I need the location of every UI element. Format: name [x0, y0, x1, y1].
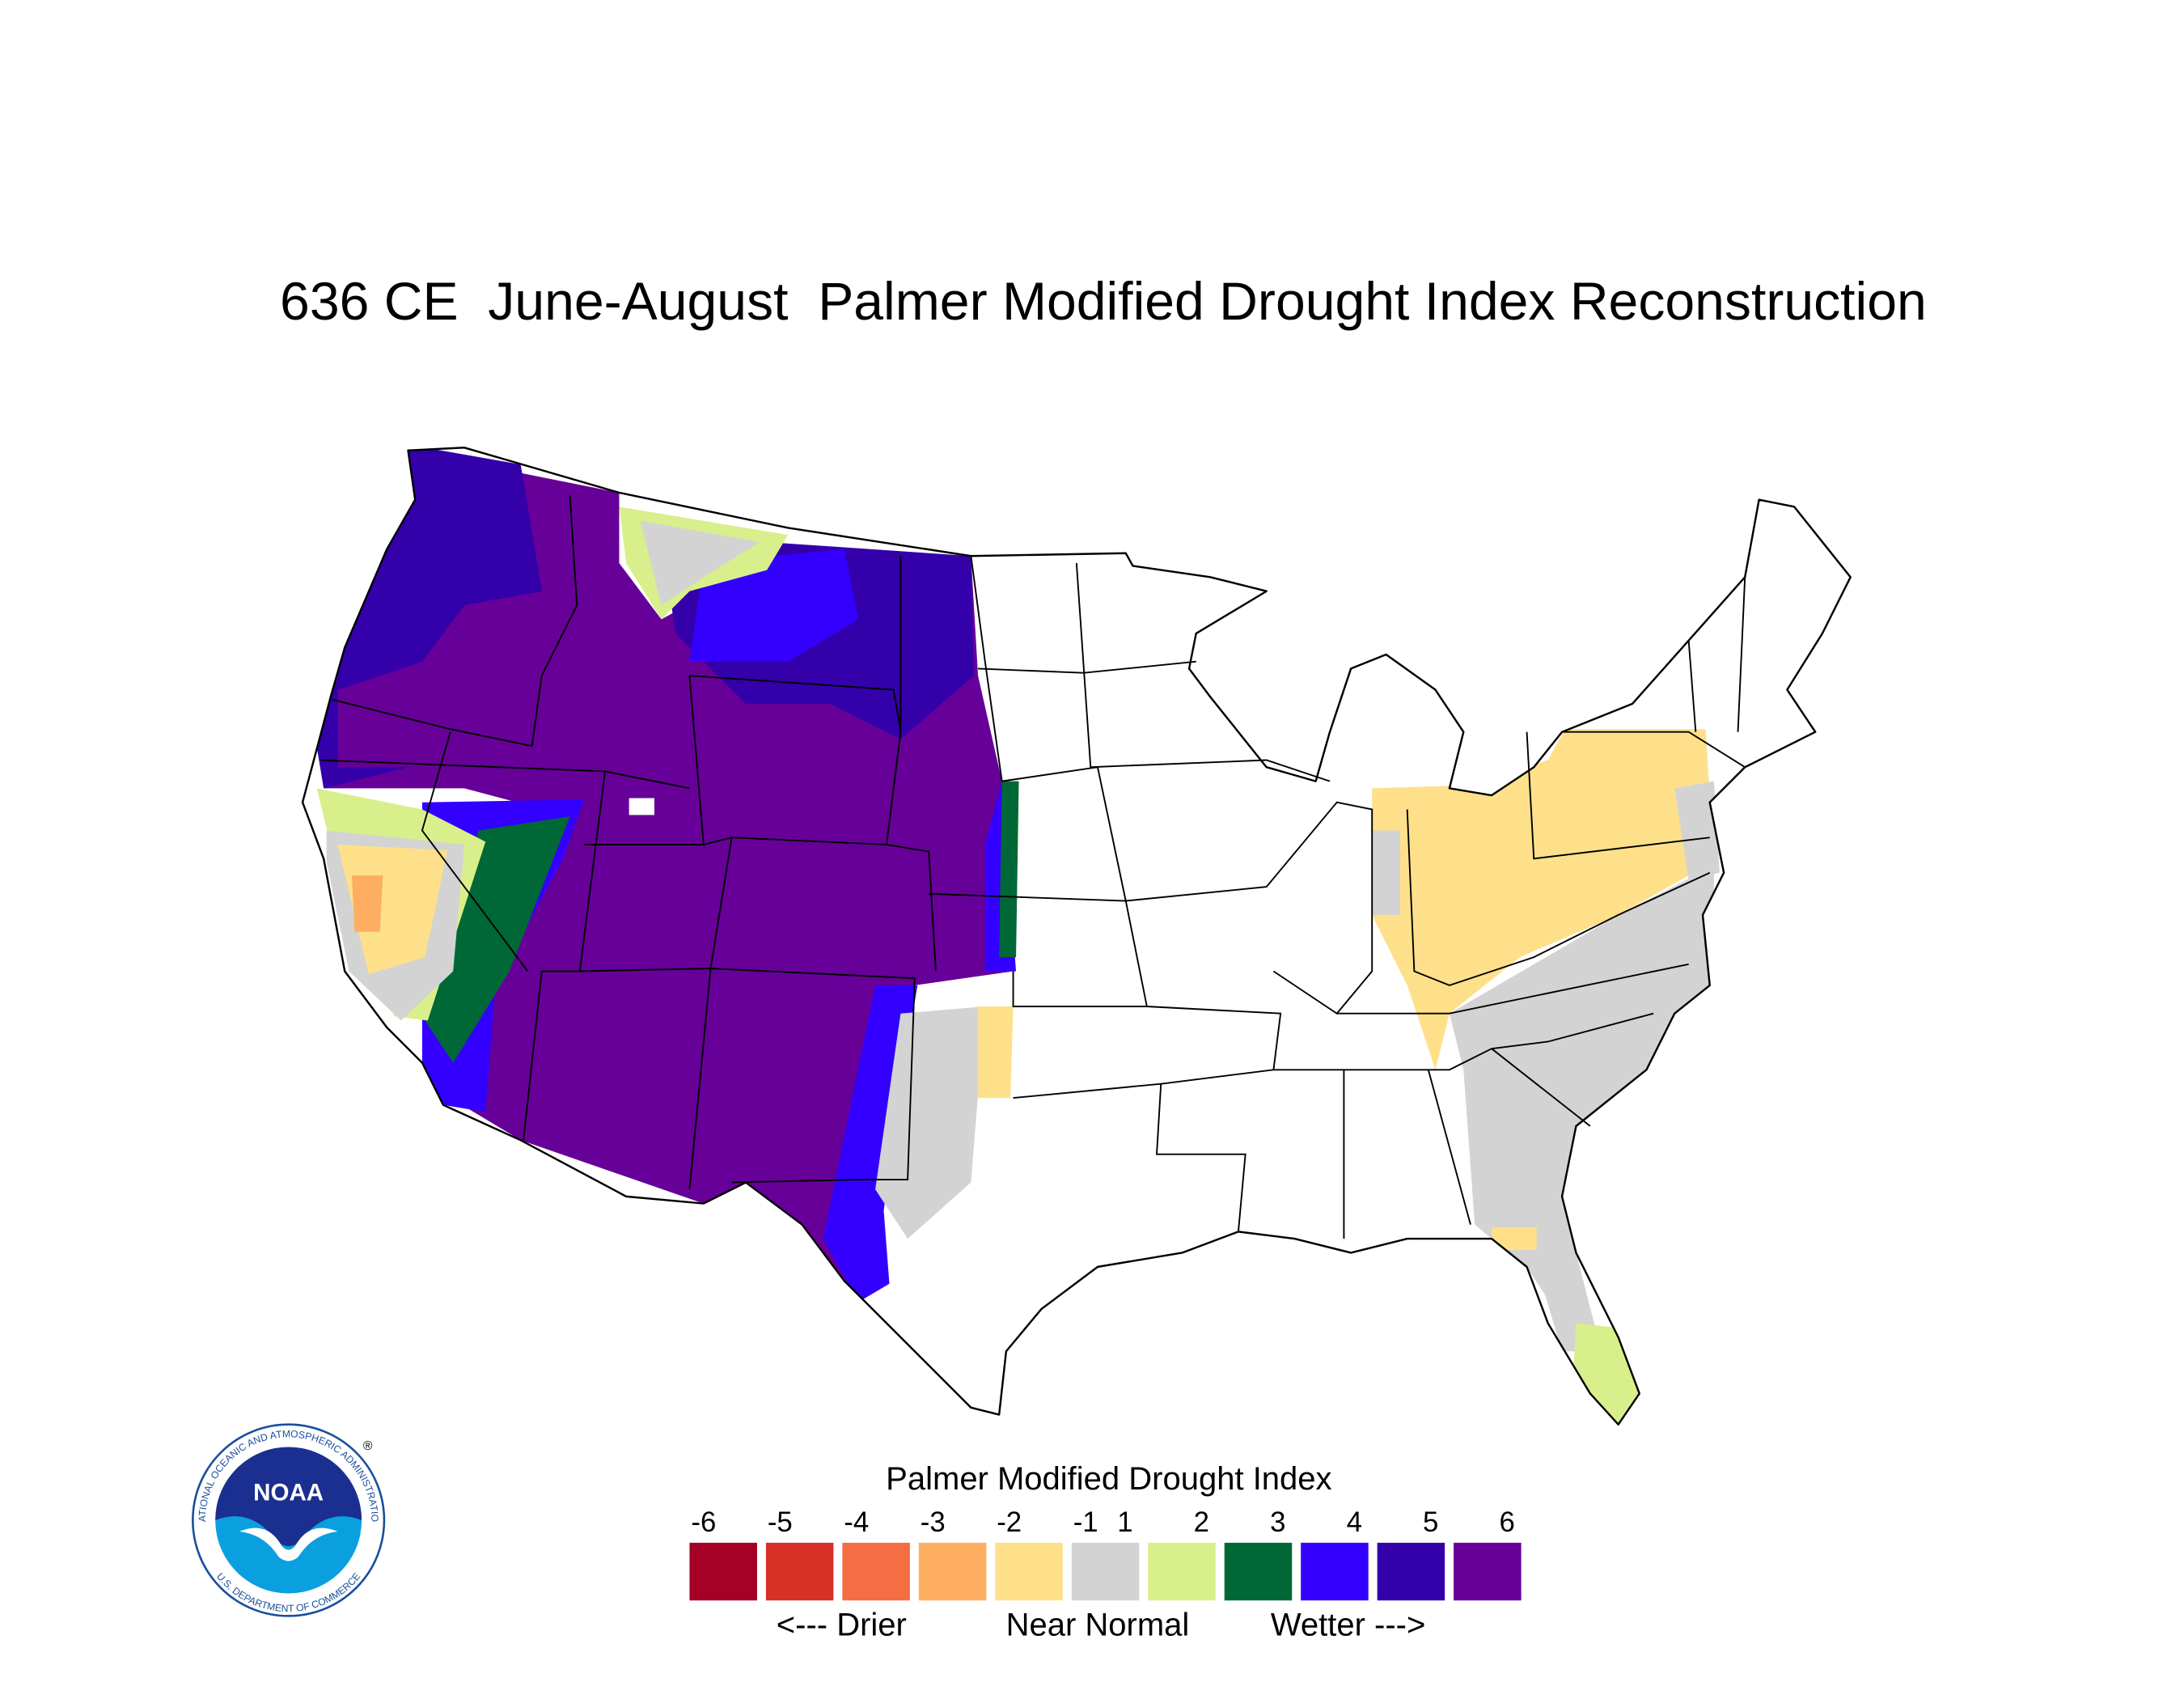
region-fill: [1674, 781, 1720, 880]
legend-tick-label: -4: [844, 1507, 869, 1538]
legend-tick-label: -2: [997, 1507, 1022, 1538]
region-fill: [999, 781, 1019, 958]
legend-tick-label: 2: [1194, 1507, 1209, 1538]
region-fill: [978, 1006, 1014, 1099]
legend-tick-label: -1: [1073, 1507, 1098, 1538]
drought-fill: [303, 447, 1720, 1425]
legend-label: Near Normal: [1006, 1608, 1190, 1643]
legend-swatch: [1148, 1542, 1216, 1601]
legend-swatch: [765, 1542, 834, 1601]
region-fill: [1372, 830, 1400, 915]
legend-swatch: [1301, 1542, 1369, 1601]
logo-name: NOAA: [253, 1480, 324, 1506]
logo-bird: [239, 1527, 338, 1561]
logo-sky: [215, 1447, 362, 1547]
region-fill: [640, 520, 760, 606]
legend-label: Wetter --->: [1271, 1608, 1426, 1643]
legend-tick-label: -5: [768, 1507, 793, 1538]
legend-label: <--- Drier: [777, 1608, 907, 1643]
legend-tick-label: 3: [1270, 1507, 1285, 1538]
legend-swatch: [1224, 1542, 1293, 1601]
legend-swatch: [689, 1542, 757, 1601]
legend-swatch: [918, 1542, 987, 1601]
logo-registered: ®: [363, 1439, 373, 1453]
region-fill: [1372, 729, 1714, 1070]
region-fill: [875, 1006, 985, 1239]
map-title: 636 CE June-August Palmer Modified Droug…: [280, 272, 1927, 332]
legend-tick-label: -6: [691, 1507, 716, 1538]
legend-swatch: [1377, 1542, 1445, 1601]
legend-tick-label: 4: [1347, 1507, 1362, 1538]
legend-swatch: [842, 1542, 910, 1601]
legend-tick-label: 1: [1117, 1507, 1132, 1538]
legend-swatch: [995, 1542, 1063, 1601]
legend: Palmer Modified Drought Index <--- Drier…: [689, 1461, 1522, 1643]
legend-swatch: [1454, 1542, 1522, 1601]
legend-title: Palmer Modified Drought Index: [886, 1461, 1331, 1497]
region-fill: [351, 875, 383, 932]
legend-tick-label: -3: [921, 1507, 946, 1538]
legend-tick-label: 5: [1423, 1507, 1438, 1538]
region-fill: [425, 816, 570, 1063]
legend-tick-label: 6: [1500, 1507, 1515, 1538]
missing-cell: [629, 798, 654, 816]
region-fill: [1492, 1227, 1537, 1250]
legend-swatch: [1071, 1542, 1140, 1601]
state-borders: [320, 495, 1746, 1239]
